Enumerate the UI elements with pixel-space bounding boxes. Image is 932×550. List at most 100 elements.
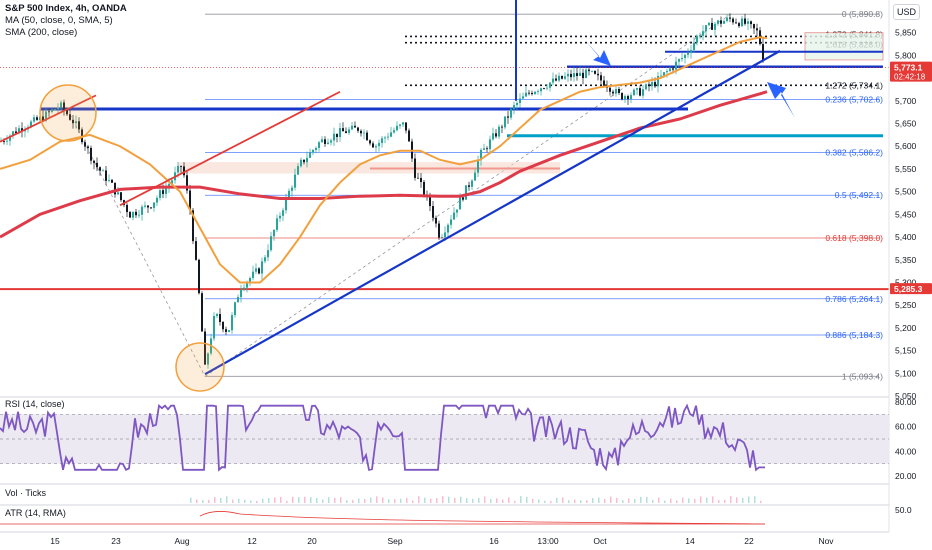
candle-body xyxy=(222,321,224,330)
candle-body xyxy=(681,58,683,60)
fib-lines: 0 (5,890.8)1.272 (5,841.8)1.618 (5,828.0… xyxy=(69,9,884,381)
candle-body xyxy=(96,162,98,168)
volume-bar xyxy=(328,497,330,503)
volume-bar xyxy=(406,498,408,503)
volume-bar xyxy=(562,497,564,503)
atr-line xyxy=(199,511,766,525)
volume-bar xyxy=(298,497,300,503)
volume-bar xyxy=(460,496,462,503)
candle-body xyxy=(177,166,179,173)
candle-body xyxy=(354,125,356,128)
volume-bar xyxy=(286,500,288,503)
candle-body xyxy=(348,129,350,133)
candle-body xyxy=(726,17,728,22)
candle-body xyxy=(714,23,716,30)
candle-body xyxy=(138,214,140,216)
candle-body xyxy=(309,152,311,158)
candle-body xyxy=(252,271,254,279)
volume-bar xyxy=(538,499,540,503)
candle-body xyxy=(576,73,578,76)
candle-body xyxy=(144,205,146,207)
price-tick-label: 5,500 xyxy=(895,187,917,197)
volume-bar xyxy=(502,499,504,503)
currency-button[interactable]: USD xyxy=(893,4,921,20)
candle-body xyxy=(615,89,617,94)
volume-bar xyxy=(532,498,534,503)
rsi-tick-label: 40.00 xyxy=(895,446,917,456)
volume-bar xyxy=(214,496,216,503)
ma50-legend[interactable]: MA (50, close, 0, SMA, 5) xyxy=(5,15,113,26)
candle-body xyxy=(492,133,494,140)
volume-bar xyxy=(670,498,672,503)
volume-bar xyxy=(340,497,342,503)
candle-body xyxy=(438,223,440,238)
candle-body xyxy=(528,92,530,94)
candle-body xyxy=(744,18,746,24)
candle-body xyxy=(633,89,635,96)
arrow-down-icon xyxy=(585,40,611,66)
candle-body xyxy=(654,82,656,87)
price-tick-label: 5,850 xyxy=(895,28,917,38)
volume-bar xyxy=(256,500,258,503)
price-tick-label: 5,350 xyxy=(895,255,917,265)
candle-body xyxy=(591,70,593,72)
candle-body xyxy=(162,190,164,194)
candle-body xyxy=(489,139,491,150)
candle-body xyxy=(147,205,149,208)
atr-legend[interactable]: ATR (14, RMA) xyxy=(5,508,66,518)
annotations xyxy=(39,40,795,392)
candle-body xyxy=(762,44,764,62)
candle-body xyxy=(648,84,650,87)
candle-body xyxy=(612,91,614,94)
rsi-tick-label: 20.00 xyxy=(895,471,917,481)
fib-label: 0.886 (5,184.3) xyxy=(825,330,883,340)
volume-bar xyxy=(418,496,420,503)
volume-bar xyxy=(436,498,438,503)
candle-body xyxy=(270,236,272,251)
candle-body xyxy=(588,69,590,72)
candle-body xyxy=(369,140,371,144)
candle-body xyxy=(111,179,113,183)
candle-body xyxy=(429,195,431,207)
candle-body xyxy=(204,331,206,365)
volume-bar xyxy=(604,499,606,503)
candle-body xyxy=(228,330,230,332)
volume-bar xyxy=(652,499,654,503)
candle-body xyxy=(699,35,701,37)
fib-label: 0.382 (5,586.2) xyxy=(825,148,883,158)
fib-diagonal xyxy=(69,114,206,377)
candle-body xyxy=(375,146,377,148)
candle-body xyxy=(306,157,308,163)
candle-body xyxy=(213,316,215,339)
candle-body xyxy=(447,224,449,233)
volume-bar xyxy=(250,500,252,503)
volume-bar xyxy=(526,496,528,503)
vol-legend[interactable]: Vol · Ticks xyxy=(5,488,47,498)
sma200-legend[interactable]: SMA (200, close) xyxy=(5,27,78,38)
candle-body xyxy=(693,42,695,50)
candle-body xyxy=(3,141,5,142)
fib-label: 0 (5,890.8) xyxy=(842,9,883,19)
volume-bar xyxy=(208,500,210,503)
ma50-line xyxy=(0,36,768,284)
candle-body xyxy=(276,218,278,230)
volume-bar xyxy=(238,498,240,503)
candle-body xyxy=(498,126,500,137)
candle-body xyxy=(63,102,65,111)
candle-body xyxy=(153,202,155,208)
volume-bar xyxy=(268,498,270,503)
volume-bar xyxy=(430,498,432,503)
candle-body xyxy=(243,287,245,290)
rsi-legend[interactable]: RSI (14, close) xyxy=(5,399,65,409)
volume-bar xyxy=(478,498,480,503)
candle-body xyxy=(345,131,347,133)
candle-body xyxy=(57,107,59,110)
volume-bar xyxy=(658,497,660,503)
candle-body xyxy=(273,229,275,237)
candle-body xyxy=(435,217,437,224)
volume-bar xyxy=(358,498,360,503)
candle-body xyxy=(72,119,74,124)
symbol-title[interactable]: S&P 500 Index, 4h, OANDA xyxy=(5,3,127,14)
atr-pane: 50.0 xyxy=(0,496,912,525)
